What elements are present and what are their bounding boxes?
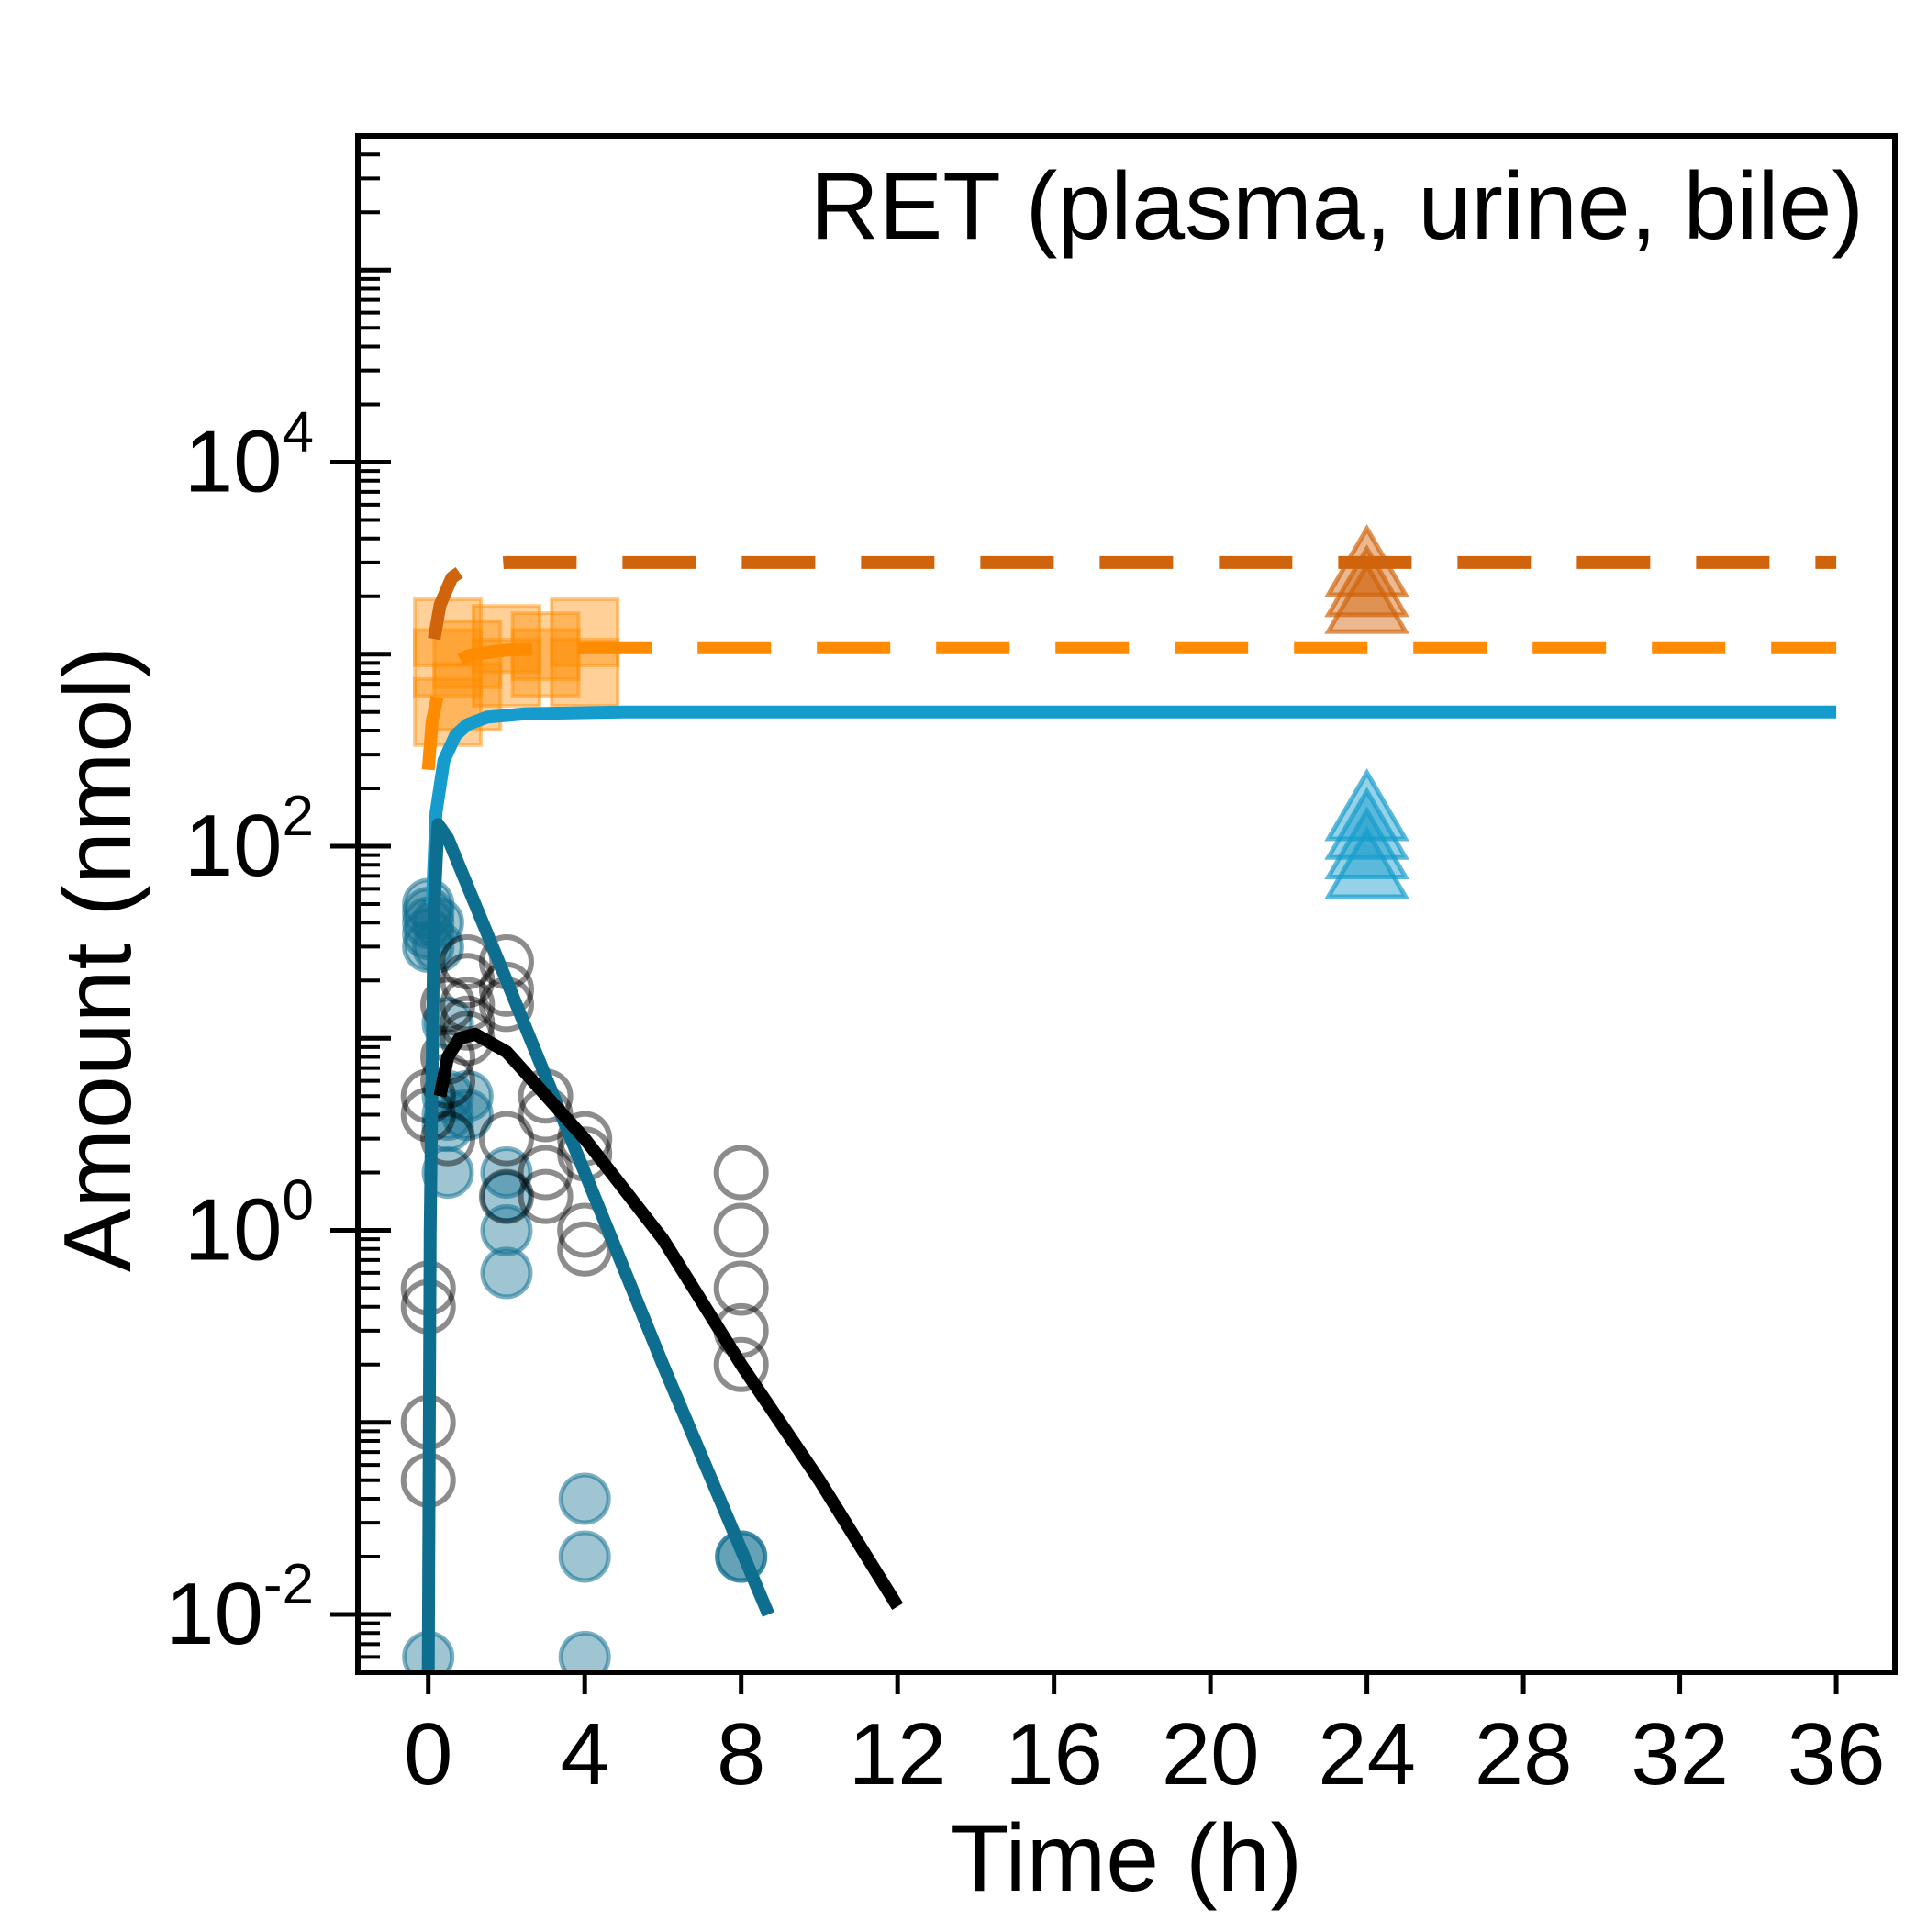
data-point [440, 995, 496, 1051]
data-point [713, 1336, 769, 1392]
solid-model-line [426, 705, 1837, 905]
scatter-series-triangle-filled [1324, 524, 1409, 634]
axes-layer: 0 4 8 12 16 20 24 28 32 36 10-2 100 102 104 [165, 152, 1886, 1804]
data-layer [400, 524, 1837, 1672]
data-point [420, 1111, 476, 1167]
data-point [440, 977, 496, 1033]
scatter-series-square-filled [413, 597, 620, 747]
data-point [478, 1111, 534, 1167]
data-point [518, 1145, 574, 1201]
x-tick-label: 12 [849, 1705, 947, 1804]
x-axis-label: Time (h) [951, 1805, 1302, 1912]
data-point [713, 1260, 769, 1316]
y-tick-label: 100 [184, 1169, 314, 1279]
scatter-series-triangle-filled [1324, 768, 1409, 899]
y-tick-label: 102 [184, 785, 314, 895]
data-point [518, 1168, 574, 1224]
y-tick-label: 104 [184, 401, 314, 511]
data-point [550, 597, 620, 667]
solid-model-line [433, 1027, 904, 1610]
data-point [420, 977, 476, 1033]
x-tick-label: 16 [1005, 1705, 1103, 1804]
x-tick-label: 20 [1162, 1705, 1260, 1804]
data-point [558, 1630, 611, 1672]
solid-model-line [421, 818, 774, 1672]
x-tick-label: 0 [404, 1705, 452, 1804]
data-point [471, 604, 541, 675]
dashed-model-line [421, 641, 1837, 771]
y-axis-label: Amount (nmol) [45, 646, 151, 1272]
data-point [478, 1168, 534, 1224]
data-point [1324, 825, 1409, 899]
x-tick-label: 4 [561, 1705, 609, 1804]
dashed-model-line [428, 555, 1837, 641]
data-point [713, 1145, 769, 1201]
x-tick-label: 36 [1788, 1705, 1886, 1804]
chart-title: RET (plasma, urine, bile) [810, 153, 1864, 260]
data-point [440, 1089, 494, 1142]
data-point [1324, 561, 1409, 634]
x-tick-label: 32 [1631, 1705, 1729, 1804]
data-point [558, 1472, 611, 1525]
x-tick-label: 24 [1318, 1705, 1416, 1804]
data-point [510, 628, 581, 698]
data-point [480, 1246, 533, 1300]
data-point [480, 1204, 533, 1257]
data-point [440, 953, 496, 1009]
plot-frame [355, 133, 1898, 1675]
data-point [558, 1530, 611, 1583]
data-point [413, 628, 484, 698]
x-tick-label: 28 [1475, 1705, 1573, 1804]
x-tick-label: 8 [717, 1705, 765, 1804]
data-point [713, 1202, 769, 1258]
y-tick-label: 10-2 [165, 1553, 314, 1663]
